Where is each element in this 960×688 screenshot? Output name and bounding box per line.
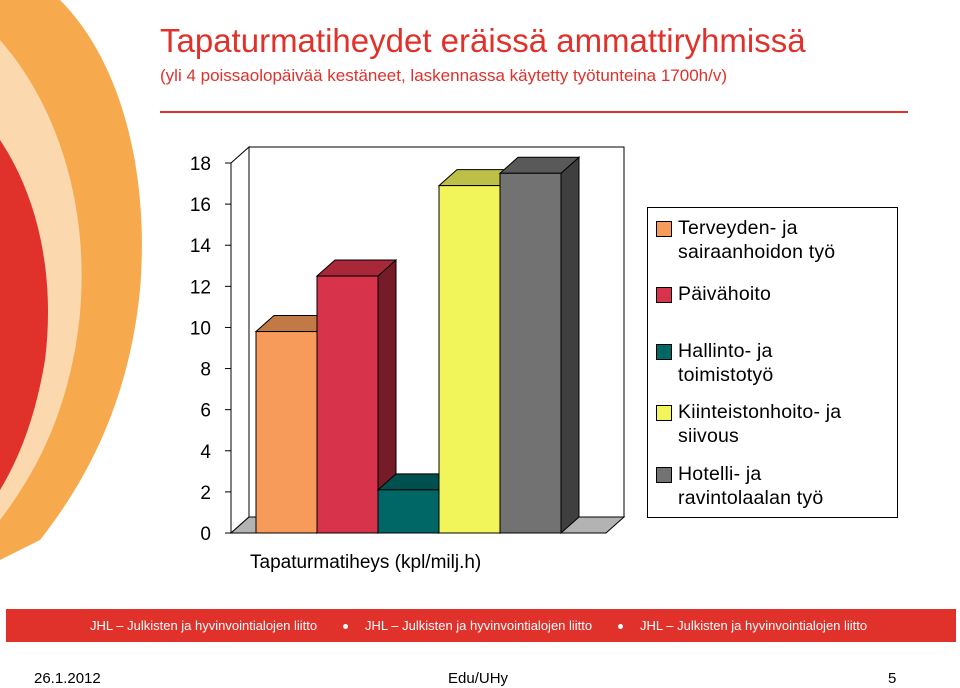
legend-swatch [656, 287, 672, 303]
y-tick-label: 12 [190, 277, 211, 298]
y-tick-label: 2 [200, 483, 211, 504]
legend-label: siivous [678, 425, 740, 447]
footer-date: 26.1.2012 [34, 670, 101, 687]
y-tick-label: 14 [190, 236, 212, 257]
legend-label: toimistotyö [678, 364, 774, 386]
bar-front [438, 185, 501, 534]
footer-dot-2 [618, 624, 623, 629]
y-tick-label: 4 [200, 442, 211, 463]
y-tick-label: 18 [190, 154, 211, 175]
page-title: Tapaturmatiheydet eräissä ammattiryhmiss… [160, 22, 806, 59]
legend-swatch [656, 467, 672, 483]
legend-label: Terveyden- ja [678, 217, 798, 239]
x-axis-label: Tapaturmatiheys (kpl/milj.h) [250, 552, 481, 573]
y-tick-label: 8 [200, 360, 211, 381]
legend-label: Päivähoito [678, 283, 772, 305]
legend-label: Hallinto- ja [678, 340, 773, 362]
legend-label: Hotelli- ja [678, 463, 762, 485]
bar-front [499, 172, 562, 534]
y-tick-label: 16 [190, 195, 211, 216]
page-number: 5 [888, 670, 897, 687]
footer-dot-1 [343, 624, 348, 629]
page-subtitle: (yli 4 poissaolopäivää kestäneet, lasken… [160, 66, 728, 85]
legend-swatch [656, 221, 672, 237]
legend-swatch [656, 405, 672, 421]
chart-side-wall [230, 145, 250, 535]
y-tick-label: 10 [190, 318, 211, 339]
bar-front [316, 275, 379, 534]
decorative-swoosh [0, 0, 142, 560]
bar-side [560, 156, 580, 535]
legend-label: sairaanhoidon työ [678, 241, 836, 263]
chart-legend: Terveyden- ja sairaanhoidon työ Päivähoito… [647, 207, 898, 518]
footer-text-2: JHL – Julkisten ja hyvinvointialojen lii… [365, 618, 593, 633]
footer-text-3: JHL – Julkisten ja hyvinvointialojen lii… [640, 618, 868, 633]
footer-author: Edu/UHy [448, 670, 509, 687]
chart-bars [254, 156, 581, 535]
bar-front [377, 489, 440, 534]
title-divider [160, 111, 908, 113]
legend-label: ravintolaalan työ [678, 487, 824, 509]
legend-label: Kiinteistonhoito- ja [678, 401, 842, 423]
y-tick-label: 0 [200, 524, 211, 545]
bar-chart: 0 2 4 6 8 10 12 14 16 18 Tapaturmatiheys (kpl/mil… [190, 145, 626, 573]
y-tick-label: 6 [200, 401, 211, 422]
footer-band: JHL – Julkisten ja hyvinvointialojen lii… [6, 609, 956, 642]
footer-text-1: JHL – Julkisten ja hyvinvointialojen lii… [90, 618, 318, 633]
bar-front [255, 331, 318, 534]
legend-swatch [656, 344, 672, 360]
bar-5 [498, 156, 581, 535]
